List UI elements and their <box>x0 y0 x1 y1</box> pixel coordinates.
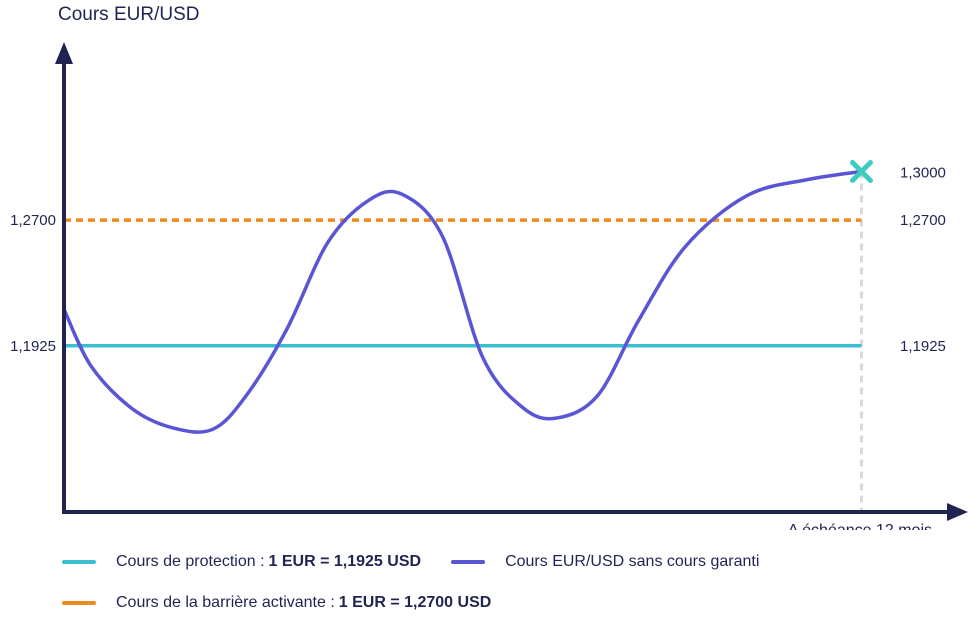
legend-item-barrier: Cours de la barrière activante : 1 EUR =… <box>62 594 491 612</box>
chart-area: Cours EUR/USD A échéance 12 mois 1,19251… <box>10 4 968 530</box>
legend-swatch-barrier <box>62 601 96 605</box>
legend-swatch-spot <box>451 560 486 564</box>
legend-item-spot: Cours EUR/USD sans cours garanti <box>451 553 759 571</box>
legend-row-1: Cours de protection : 1 EUR = 1,1925 USD… <box>62 553 759 571</box>
protection-left-tick-label: 1,1925 <box>10 338 56 355</box>
plot-layer: 1,1925 1,1925 1,2700 1,2700 1,3000 <box>10 42 968 521</box>
series-line-spot <box>62 169 864 434</box>
legend-swatch-protection <box>62 560 96 564</box>
legend-label-barrier: Cours de la barrière activante : <box>116 594 335 611</box>
barrier-right-label: 1,2700 <box>900 212 946 229</box>
legend-label-spot: Cours EUR/USD sans cours garanti <box>505 553 760 570</box>
barrier-left-tick-label: 1,2700 <box>10 212 56 229</box>
y-axis-title: Cours EUR/USD <box>58 4 199 25</box>
x-axis-title: A échéance 12 mois <box>788 522 932 530</box>
legend-label-protection: Cours de protection : <box>116 553 265 570</box>
legend-row-2: Cours de la barrière activante : 1 EUR =… <box>62 594 491 612</box>
legend-value-protection: 1 EUR = 1,1925 USD <box>268 553 422 570</box>
legend-item-protection: Cours de protection : 1 EUR = 1,1925 USD <box>62 553 421 571</box>
end-point-label: 1,3000 <box>900 165 946 182</box>
protection-right-label: 1,1925 <box>900 338 946 355</box>
legend-value-barrier: 1 EUR = 1,2700 USD <box>338 594 492 611</box>
x-axis-arrow <box>947 503 968 521</box>
end-point-marker <box>849 160 873 183</box>
y-axis-arrow <box>55 42 73 64</box>
